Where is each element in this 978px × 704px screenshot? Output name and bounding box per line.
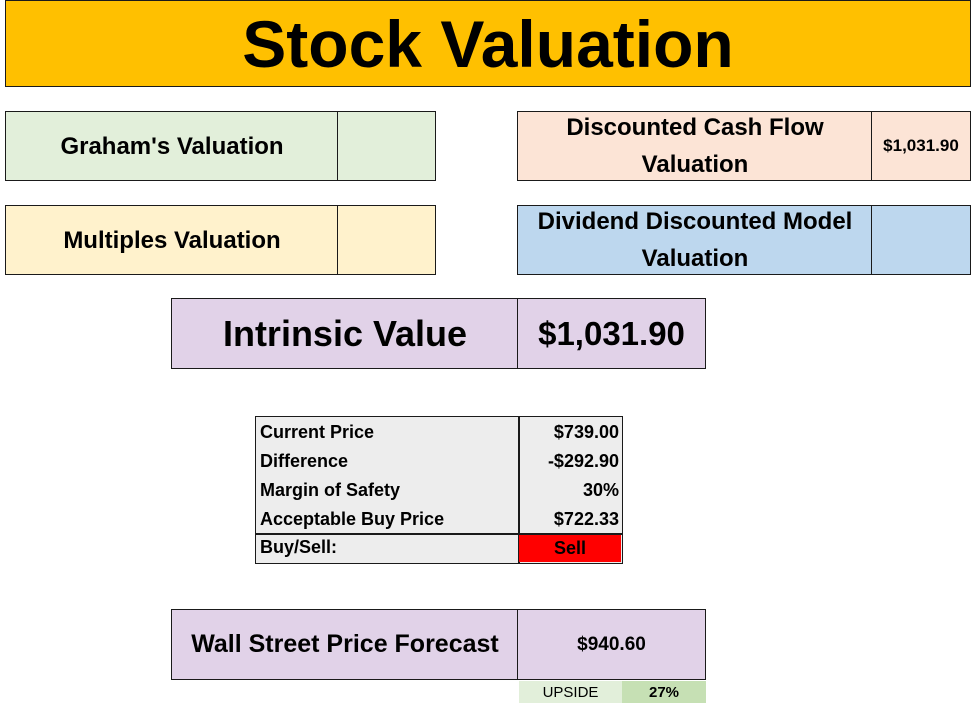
- page-title: Stock Valuation: [5, 0, 971, 87]
- upside-value: 27%: [622, 681, 706, 703]
- price-summary-table: Current Price $739.00 Difference -$292.9…: [255, 416, 623, 564]
- intrinsic-value-amount-text: $1,031.90: [538, 314, 685, 352]
- upside-value-text: 27%: [648, 683, 680, 701]
- buy-sell-value-text: Sell: [553, 538, 587, 558]
- buy-sell-value: Sell: [519, 535, 621, 562]
- acceptable-buy-price-label: Acceptable Buy Price: [260, 509, 445, 529]
- dcf-valuation-value[interactable]: $1,031.90: [871, 111, 971, 181]
- buy-sell-row: Buy/Sell: Sell: [256, 535, 622, 563]
- graham-valuation-label-text: Graham's Valuation: [60, 132, 284, 160]
- graham-valuation-label: Graham's Valuation: [5, 111, 339, 181]
- intrinsic-value-label-text: Intrinsic Value: [222, 312, 468, 354]
- multiples-valuation-label-text: Multiples Valuation: [63, 226, 281, 254]
- buy-sell-label: Buy/Sell:: [260, 537, 338, 557]
- margin-of-safety-label: Margin of Safety: [260, 480, 401, 500]
- table-row: Current Price $739.00: [256, 419, 622, 448]
- ddm-valuation-value[interactable]: [871, 205, 971, 275]
- upside-label-text: UPSIDE: [542, 683, 599, 701]
- intrinsic-value-label: Intrinsic Value: [171, 298, 519, 369]
- page-title-text: Stock Valuation: [242, 6, 734, 81]
- dcf-valuation-label: Discounted Cash Flow Valuation: [517, 111, 873, 181]
- multiples-valuation-label: Multiples Valuation: [5, 205, 339, 275]
- table-row: Margin of Safety 30%: [256, 477, 622, 506]
- dcf-label-line1: Discounted Cash Flow: [566, 114, 824, 141]
- current-price-value: $739.00: [553, 422, 619, 442]
- ddm-label-line1: Dividend Discounted Model: [537, 208, 853, 235]
- table-row: Difference -$292.90: [256, 448, 622, 477]
- multiples-valuation-value[interactable]: [337, 205, 436, 275]
- intrinsic-value-amount: $1,031.90: [517, 298, 706, 369]
- difference-value: -$292.90: [547, 451, 619, 471]
- current-price-label: Current Price: [260, 422, 375, 442]
- acceptable-buy-price-value: $722.33: [553, 509, 619, 529]
- ddm-valuation-label: Dividend Discounted Model Valuation: [517, 205, 873, 275]
- wall-street-forecast-label: Wall Street Price Forecast: [171, 609, 519, 680]
- table-row: Acceptable Buy Price $722.33: [256, 506, 622, 535]
- wall-street-forecast-label-text: Wall Street Price Forecast: [191, 630, 499, 658]
- graham-valuation-value[interactable]: [337, 111, 436, 181]
- upside-label: UPSIDE: [519, 681, 622, 703]
- table-row-separator: [256, 533, 622, 535]
- margin-of-safety-value[interactable]: 30%: [582, 480, 619, 500]
- difference-label: Difference: [260, 451, 349, 471]
- ddm-label-line2: Valuation: [641, 245, 749, 272]
- wall-street-forecast-value-text: $940.60: [577, 633, 646, 655]
- wall-street-forecast-value: $940.60: [517, 609, 706, 680]
- dcf-valuation-value-text: $1,031.90: [883, 136, 959, 155]
- dcf-label-line2: Valuation: [641, 151, 749, 178]
- table-divider: [518, 417, 520, 563]
